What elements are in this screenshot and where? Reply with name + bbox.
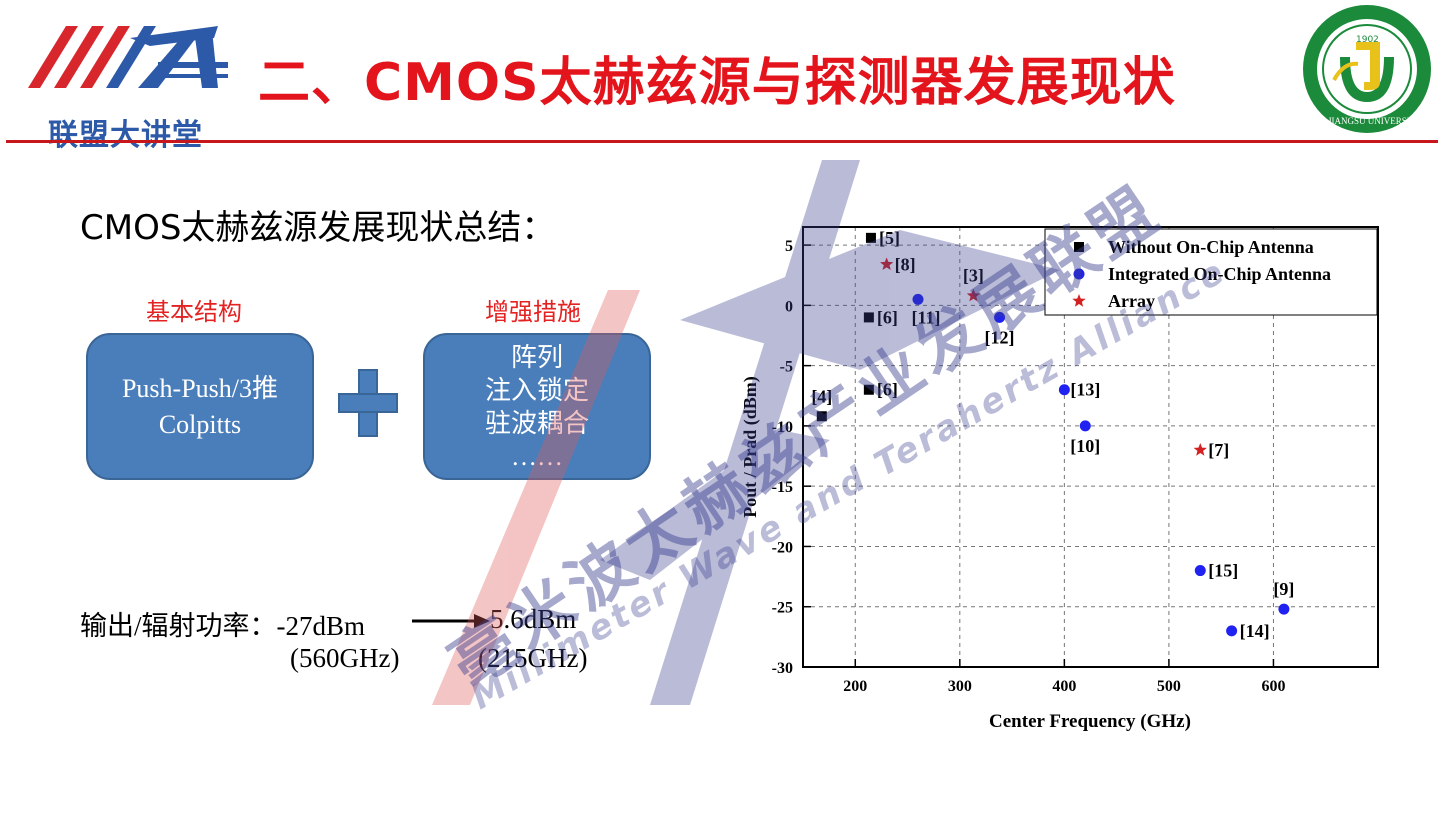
enhancement-line: 驻波耦合	[484, 408, 589, 438]
enhancement-heading: 增强措施	[485, 298, 581, 326]
data-label: [9]	[1273, 579, 1294, 599]
legend-label: Without On-Chip Antenna	[1108, 237, 1314, 257]
x-tick-label: 300	[948, 678, 972, 695]
plot-frame	[802, 226, 1379, 668]
chart-ticks: 200 300 400 500 600 5 0 -5 -10 -15 -20 -25 -30	[772, 238, 1286, 695]
alliance-logo-text: 联盟大讲堂	[48, 118, 203, 153]
y-tick-label: 0	[785, 298, 793, 315]
data-label: [3]	[963, 266, 984, 286]
data-point	[1058, 384, 1070, 396]
data-point	[863, 384, 874, 395]
y-tick-label: -5	[780, 359, 793, 376]
page-title: 二、CMOS太赫兹源与探测器发展现状	[258, 53, 1176, 113]
data-point	[1079, 420, 1091, 432]
enhancement-line: ……	[511, 441, 563, 471]
data-point	[966, 288, 981, 302]
data-label: [12]	[985, 327, 1015, 347]
x-tick-label: 200	[843, 678, 867, 695]
y-tick-label: -10	[772, 419, 793, 436]
enhancement-line: 注入锁定	[484, 375, 589, 405]
data-point	[880, 257, 894, 270]
arrow-right-icon	[412, 614, 490, 628]
data-point	[863, 312, 874, 323]
x-tick-label: 400	[1052, 678, 1076, 695]
basic-structure-heading: 基本结构	[146, 298, 242, 326]
data-label: [8]	[895, 254, 916, 274]
alliance-logo: 联盟大讲堂	[18, 18, 248, 153]
power-label: 输出/辐射功率：-27dBm	[80, 611, 366, 641]
data-point	[1193, 443, 1207, 456]
data-point	[816, 411, 827, 422]
data-label: [11]	[912, 307, 941, 327]
y-axis-label: Pout / Prad (dBm)	[740, 376, 761, 518]
basic-structure-line: Colpitts	[158, 409, 242, 439]
data-label: [6]	[877, 380, 898, 400]
svg-text:1902: 1902	[1356, 35, 1379, 45]
data-label: [7]	[1208, 440, 1229, 460]
university-emblem: 1902 JIANGSU UNIVERSITY	[1303, 5, 1431, 133]
power-from-frequency: (560GHz)	[290, 643, 400, 673]
legend-label: Integrated On-Chip Antenna	[1108, 264, 1331, 284]
y-tick-label: -20	[772, 539, 793, 556]
power-to-value: 5.6dBm	[490, 604, 577, 634]
data-point	[1278, 603, 1290, 615]
legend-marker	[1073, 268, 1085, 280]
legend-label: Array	[1108, 291, 1155, 311]
plus-icon	[338, 369, 398, 437]
enhancement-box: 阵列 注入锁定 驻波耦合 ……	[423, 333, 651, 480]
chart-legend: Without On-Chip Antenna Integrated On-Chi…	[1044, 228, 1378, 316]
data-point	[865, 232, 876, 243]
data-point	[994, 311, 1006, 323]
header-divider	[6, 140, 1438, 143]
legend-marker	[1072, 294, 1086, 307]
y-tick-label: 5	[785, 238, 793, 255]
legend-marker	[1074, 242, 1084, 252]
data-point	[912, 293, 924, 305]
x-axis-label: Center Frequency (GHz)	[989, 711, 1191, 732]
data-label: [10]	[1070, 436, 1100, 456]
basic-structure-line: Push-Push/3推	[121, 373, 279, 403]
university-logo: 1902 JIANGSU UNIVERSITY	[1300, 2, 1435, 137]
data-label: [6]	[877, 307, 898, 327]
scatter-chart: 200 300 400 500 600 5 0 -5 -10 -15 -20 -25 -30 [5] [6…	[740, 226, 1379, 732]
chart-points: [5] [6] [6] [4] [11] [12] [13] [10] [15] [9] [14] […	[811, 228, 1294, 641]
basic-structure-box: Push-Push/3推 Colpitts	[86, 333, 314, 480]
data-label: [14]	[1240, 621, 1270, 641]
y-tick-label: -30	[772, 660, 793, 677]
data-label: [4]	[811, 386, 832, 406]
data-point	[1194, 565, 1206, 577]
y-tick-label: -25	[772, 600, 793, 617]
data-point	[1226, 625, 1238, 637]
data-label: [15]	[1208, 561, 1238, 581]
enhancement-line: 阵列	[510, 342, 563, 372]
data-label: [13]	[1070, 380, 1100, 400]
data-label: [5]	[879, 228, 900, 248]
x-tick-label: 500	[1157, 678, 1181, 695]
alliance-logo-mark	[28, 26, 228, 88]
power-to-frequency: (215GHz)	[478, 643, 588, 673]
svg-text:JIANGSU UNIVERSITY: JIANGSU UNIVERSITY	[1328, 116, 1422, 126]
x-tick-label: 600	[1261, 678, 1285, 695]
legend-box	[1044, 228, 1378, 316]
y-tick-label: -15	[772, 479, 793, 496]
section-subtitle: CMOS太赫兹源发展现状总结：	[80, 208, 556, 248]
